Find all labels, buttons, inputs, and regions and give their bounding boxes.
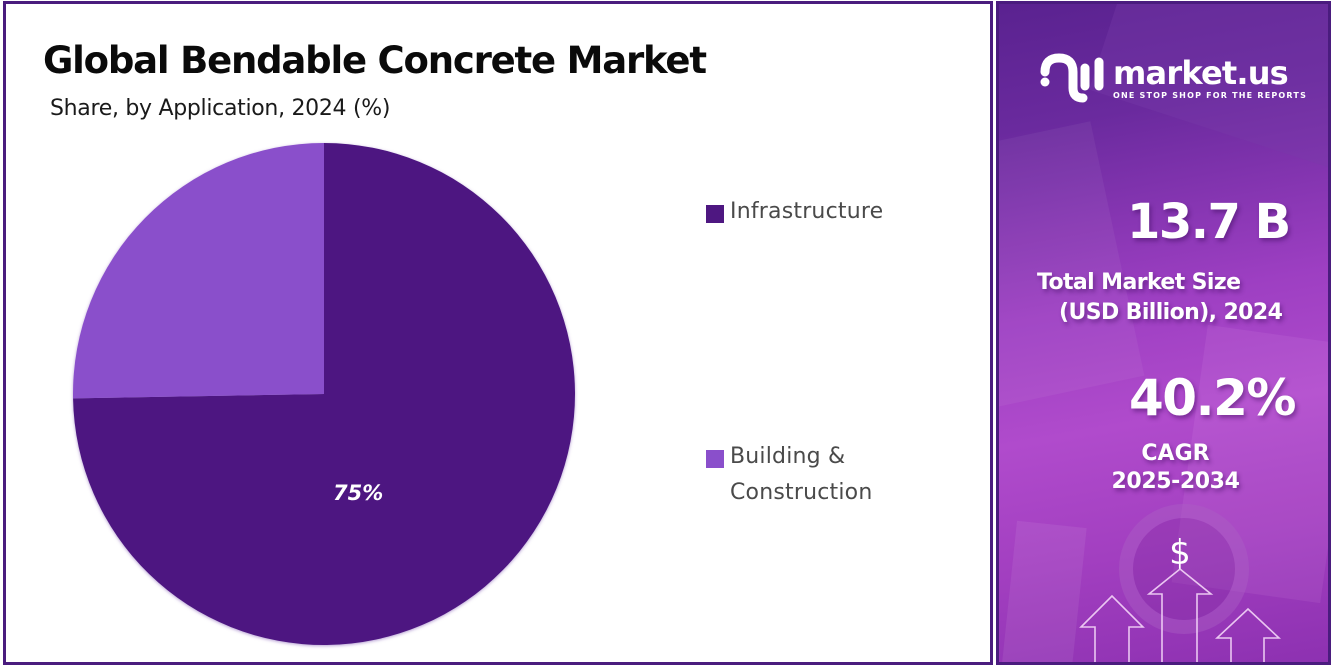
legend-swatch-building-construction (706, 450, 724, 468)
legend-item-building-construction[interactable]: Building & Construction (706, 443, 872, 511)
legend-label-line2: Construction (730, 480, 873, 505)
summary-sidebar: market.us ONE STOP SHOP FOR THE REPORTS … (996, 1, 1331, 665)
legend-label-building-construction: Building & Construction (730, 439, 872, 511)
pie-slice-infrastructure[interactable] (73, 143, 576, 645)
cagr-period: 2025-2034 (1111, 469, 1240, 494)
pie-chart-svg (73, 143, 576, 645)
market-size-value: 13.7 B (1127, 194, 1291, 250)
chart-subtitle: Share, by Application, 2024 (%) (50, 96, 391, 121)
dollar-sign-icon: $ (1169, 533, 1191, 573)
brand-tagline: ONE STOP SHOP FOR THE REPORTS (1113, 90, 1308, 100)
chart-title: Global Bendable Concrete Market (43, 39, 707, 82)
brand-logo[interactable]: market.us ONE STOP SHOP FOR THE REPORTS (1039, 52, 1307, 104)
brand-name: market.us (1113, 53, 1289, 92)
pie-slice-building-construction[interactable] (73, 143, 324, 399)
chart-panel: Global Bendable Concrete Market Share, b… (3, 1, 993, 665)
cagr-label: CAGR (1141, 441, 1210, 466)
cagr-value: 40.2% (1129, 369, 1296, 427)
market-us-logo-icon (1040, 53, 1104, 103)
legend-swatch-infrastructure (706, 205, 724, 223)
market-size-label-line1: Total Market Size (1037, 270, 1241, 295)
pie-chart: 75% (6, 4, 996, 668)
pie-slice-label-infrastructure: 75% (333, 481, 384, 505)
legend-label-infrastructure: Infrastructure (730, 199, 884, 224)
growth-arrows-icon: $ (1079, 533, 1282, 662)
market-size-label-line2: (USD Billion), 2024 (1059, 300, 1283, 325)
legend-item-infrastructure[interactable]: Infrastructure (706, 198, 883, 230)
legend-label-line1: Building & (730, 444, 846, 469)
